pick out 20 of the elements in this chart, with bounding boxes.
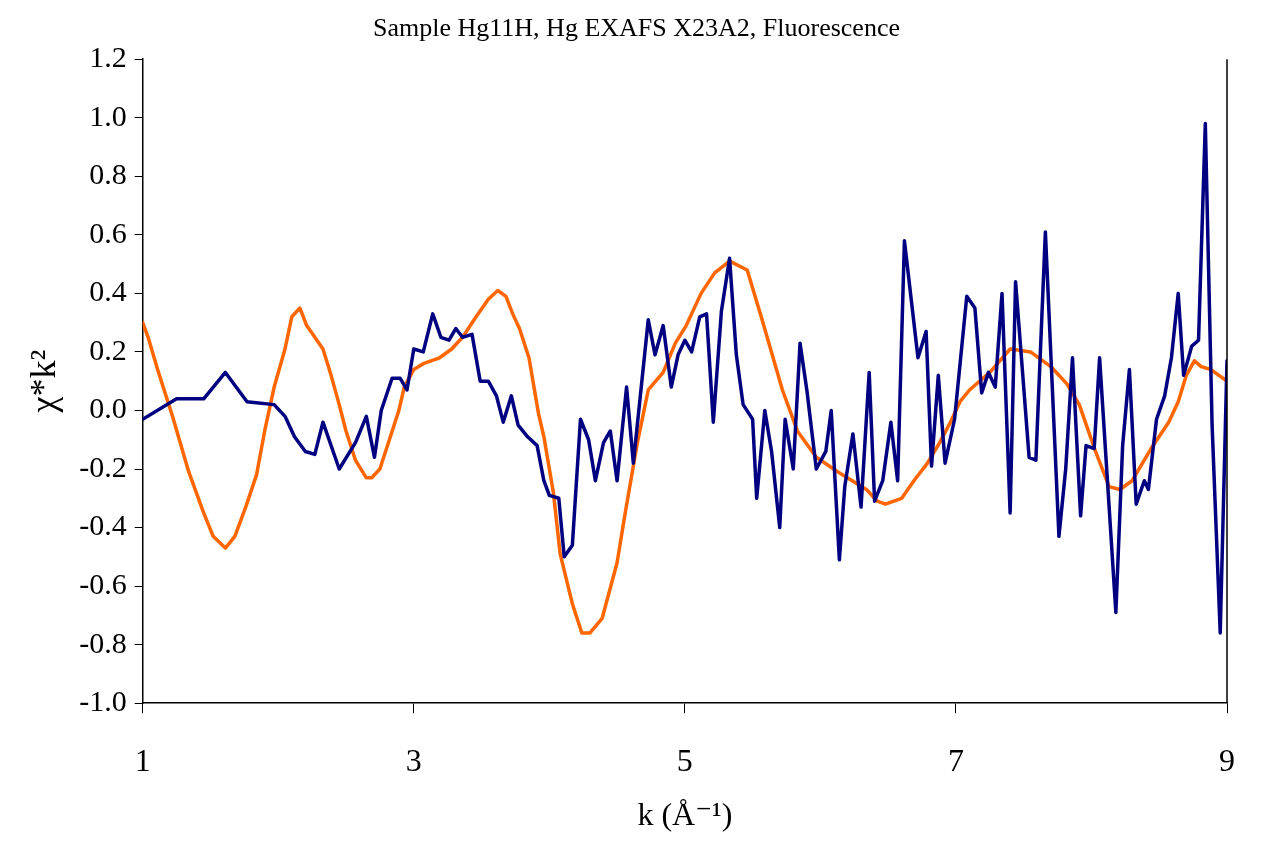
y-tick-label: -0.4	[79, 508, 127, 542]
y-tick-label: 1.0	[89, 98, 127, 132]
y-axis-title: χ*k²	[23, 349, 64, 414]
y-tick-label: 0.2	[89, 332, 127, 366]
y-tick-label: -0.2	[79, 449, 127, 483]
y-tick-label: 0.4	[89, 274, 127, 308]
y-tick-label: 0.8	[89, 157, 127, 191]
y-tick-label: -0.8	[79, 625, 127, 659]
x-tick-label: 7	[947, 741, 964, 778]
x-tick-label: 3	[405, 741, 422, 778]
y-tick-label: -1.0	[79, 684, 127, 718]
y-tick-label: 1.2	[89, 40, 127, 74]
y-tick-label: 0.0	[89, 391, 127, 425]
x-tick-label: 9	[1219, 741, 1235, 778]
x-axis-title: k (Å⁻¹)	[637, 796, 733, 833]
x-tick-label: 1	[134, 741, 151, 778]
y-tick-label: 0.6	[89, 215, 127, 249]
chart-title: Sample Hg11H, Hg EXAFS X23A2, Fluorescence	[373, 13, 900, 43]
x-tick-label: 5	[676, 741, 693, 778]
y-tick-label: -0.6	[79, 566, 127, 600]
